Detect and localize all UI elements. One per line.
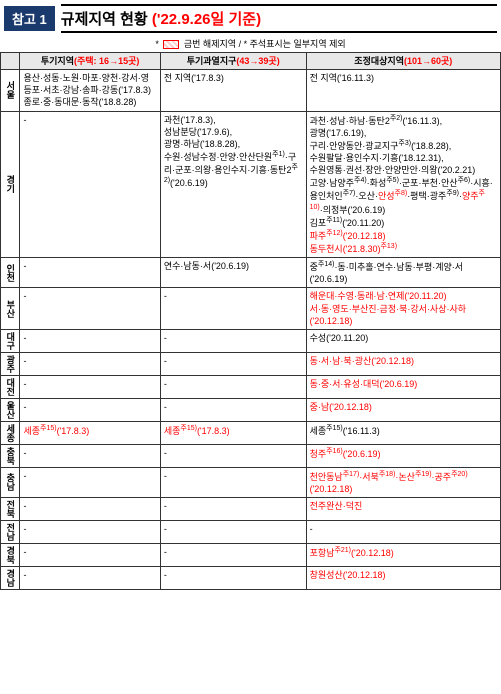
- data-cell: -: [20, 398, 160, 421]
- table-row: 경기-과천('17.8.3),성남분당('17.9.6),광명·하남('18.8…: [1, 111, 501, 258]
- data-cell: -: [20, 467, 160, 497]
- data-cell: -: [20, 352, 160, 375]
- data-cell: -: [160, 375, 306, 398]
- table-row: 대전--동·중·서·유성·대덕('20.6.19): [1, 375, 501, 398]
- data-cell: 전 지역('17.8.3): [160, 70, 306, 111]
- data-cell: -: [160, 288, 306, 329]
- data-cell: -: [20, 521, 160, 544]
- col2-count: (43→39곳): [236, 56, 279, 66]
- table-row: 인천-연수·남동·서('20.6.19)중주14)·동·미추홀·연수·남동·부평…: [1, 258, 501, 288]
- table-row: 부산--해운대·수영·동래·남·연제('20.11.20)서·동·영도·부산진·…: [1, 288, 501, 329]
- data-cell: 세종주15)('17.8.3): [160, 421, 306, 444]
- region-cell: 부산: [1, 288, 20, 329]
- legend-star: *: [155, 39, 159, 49]
- col1-label: 투기지역: [41, 56, 74, 66]
- table-row: 전북--전주완산·덕진: [1, 498, 501, 521]
- region-cell: 충남: [1, 467, 20, 497]
- region-cell: 대구: [1, 329, 20, 352]
- title-text: 규제지역 현황: [61, 11, 148, 28]
- data-cell: 수성('20.11.20): [306, 329, 500, 352]
- regulation-table: 투기지역(주택: 16→15곳) 투기과열지구(43→39곳) 조정대상지역(1…: [0, 52, 501, 590]
- col2-label: 투기과열지구: [187, 56, 237, 66]
- page-title: 규제지역 현황 ('22.9.26일 기준): [61, 4, 497, 33]
- data-cell: 세종주15)('16.11.3): [306, 421, 500, 444]
- title-date: ('22.9.26일 기준): [152, 11, 261, 28]
- table-row: 충남--천안동남주17)·서북주18)·논산주19)·공주주20)('20.12…: [1, 467, 501, 497]
- legend: * 금번 해제지역 / * 주석표시는 일부지역 제외: [0, 37, 501, 50]
- data-cell: -: [20, 288, 160, 329]
- header-col3: 조정대상지역(101→60곳): [306, 53, 500, 70]
- region-cell: 인천: [1, 258, 20, 288]
- data-cell: 청주주16)('20.6.19): [306, 444, 500, 467]
- data-cell: -: [160, 329, 306, 352]
- table-row: 경남--창원성산('20.12.18): [1, 567, 501, 590]
- table-row: 전남---: [1, 521, 501, 544]
- data-cell: -: [160, 352, 306, 375]
- data-cell: 세종주15)('17.8.3): [20, 421, 160, 444]
- data-cell: 해운대·수영·동래·남·연제('20.11.20)서·동·영도·부산진·금정·북…: [306, 288, 500, 329]
- header-col1: 투기지역(주택: 16→15곳): [20, 53, 160, 70]
- data-cell: -: [20, 375, 160, 398]
- table-row: 광주--동·서·남·북·광산('20.12.18): [1, 352, 501, 375]
- data-cell: -: [160, 444, 306, 467]
- table-row: 경북--포항남주21)('20.12.18): [1, 544, 501, 567]
- data-cell: 과천('17.8.3),성남분당('17.9.6),광명·하남('18.8.28…: [160, 111, 306, 258]
- col3-count: (101→60곳): [404, 56, 452, 66]
- data-cell: -: [20, 498, 160, 521]
- header: 참고 1 규제지역 현황 ('22.9.26일 기준): [4, 4, 497, 33]
- data-cell: 동·중·서·유성·대덕('20.6.19): [306, 375, 500, 398]
- data-cell: -: [20, 444, 160, 467]
- data-cell: 용산·성동·노원·마포·양천·강서·영등포·서초·강남·송파·강동('17.8.…: [20, 70, 160, 111]
- header-region: [1, 53, 20, 70]
- table-row: 충북--청주주16)('20.6.19): [1, 444, 501, 467]
- data-cell: 과천·성남·하남·동탄2주2)('16.11.3),광명('17.6.19),구…: [306, 111, 500, 258]
- data-cell: 전주완산·덕진: [306, 498, 500, 521]
- region-cell: 경북: [1, 544, 20, 567]
- region-cell: 대전: [1, 375, 20, 398]
- legend-swatch-icon: [163, 40, 179, 49]
- region-cell: 울산: [1, 398, 20, 421]
- data-cell: -: [160, 498, 306, 521]
- data-cell: 중·남('20.12.18): [306, 398, 500, 421]
- legend-box-label: 금번 해제지역: [184, 39, 236, 49]
- reference-label: 참고 1: [4, 6, 55, 31]
- region-cell: 경남: [1, 567, 20, 590]
- data-cell: -: [160, 544, 306, 567]
- region-cell: 광주: [1, 352, 20, 375]
- data-cell: -: [20, 329, 160, 352]
- table-row: 울산--중·남('20.12.18): [1, 398, 501, 421]
- region-cell: 전북: [1, 498, 20, 521]
- data-cell: 창원성산('20.12.18): [306, 567, 500, 590]
- region-cell: 경기: [1, 111, 20, 258]
- header-col2: 투기과열지구(43→39곳): [160, 53, 306, 70]
- data-cell: 연수·남동·서('20.6.19): [160, 258, 306, 288]
- col1-count: (주택: 16→15곳): [74, 56, 139, 66]
- legend-suffix: / * 주석표시는 일부지역 제외: [239, 39, 346, 49]
- data-cell: -: [20, 111, 160, 258]
- col3-label: 조정대상지역: [354, 56, 404, 66]
- region-cell: 세종: [1, 421, 20, 444]
- table-row: 서울용산·성동·노원·마포·양천·강서·영등포·서초·강남·송파·강동('17.…: [1, 70, 501, 111]
- data-cell: -: [20, 258, 160, 288]
- data-cell: -: [160, 467, 306, 497]
- data-cell: 동·서·남·북·광산('20.12.18): [306, 352, 500, 375]
- data-cell: -: [160, 567, 306, 590]
- data-cell: -: [160, 521, 306, 544]
- data-cell: 중주14)·동·미추홀·연수·남동·부평·계양·서('20.6.19): [306, 258, 500, 288]
- data-cell: -: [160, 398, 306, 421]
- region-cell: 전남: [1, 521, 20, 544]
- table-row: 대구--수성('20.11.20): [1, 329, 501, 352]
- table-row: 세종세종주15)('17.8.3)세종주15)('17.8.3)세종주15)('…: [1, 421, 501, 444]
- data-cell: -: [20, 544, 160, 567]
- region-cell: 서울: [1, 70, 20, 111]
- table-header-row: 투기지역(주택: 16→15곳) 투기과열지구(43→39곳) 조정대상지역(1…: [1, 53, 501, 70]
- data-cell: 전 지역('16.11.3): [306, 70, 500, 111]
- data-cell: -: [306, 521, 500, 544]
- data-cell: -: [20, 567, 160, 590]
- region-cell: 충북: [1, 444, 20, 467]
- data-cell: 포항남주21)('20.12.18): [306, 544, 500, 567]
- data-cell: 천안동남주17)·서북주18)·논산주19)·공주주20)('20.12.18): [306, 467, 500, 497]
